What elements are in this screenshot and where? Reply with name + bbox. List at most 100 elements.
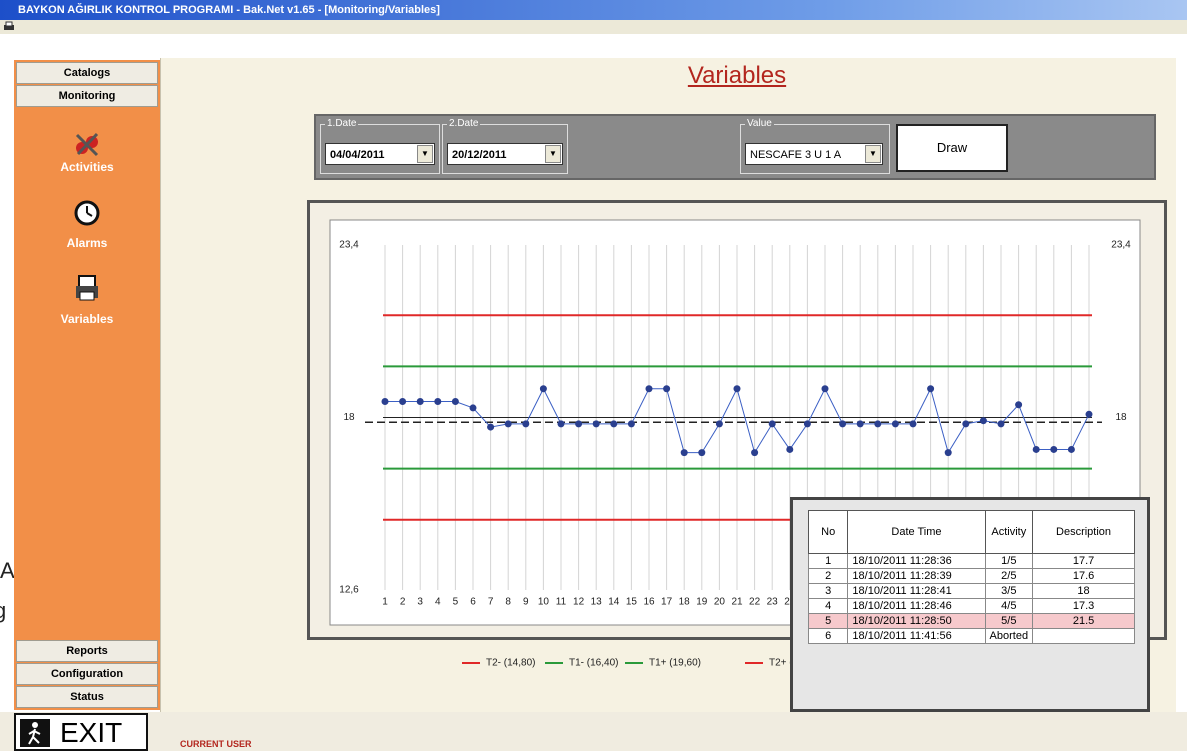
x-tick-label: 1	[382, 597, 388, 608]
column-header: Date Time	[847, 510, 986, 554]
date1-combo[interactable]: 04/04/2011 ▼	[325, 143, 435, 165]
y-tick-label: 23,4	[339, 240, 359, 251]
data-point	[487, 423, 495, 431]
column-header: Activity	[984, 510, 1034, 554]
nav-button[interactable]: Monitoring	[16, 85, 158, 107]
x-tick-label: 21	[731, 597, 743, 608]
data-point	[768, 420, 776, 428]
legend-label: T1+ (19,60)	[649, 658, 701, 669]
table-cell	[1032, 628, 1135, 644]
exit-label: EXIT	[60, 717, 123, 748]
x-tick-label: 4	[435, 597, 441, 608]
data-point	[434, 398, 442, 406]
window-title: BAYKON AĞIRLIK KONTROL PROGRAMI - Bak.Ne…	[0, 0, 1187, 20]
x-tick-label: 8	[505, 597, 511, 608]
x-tick-label: 2	[400, 597, 406, 608]
date2-combo[interactable]: 20/12/2011 ▼	[447, 143, 563, 165]
x-tick-label: 15	[626, 597, 638, 608]
data-point	[786, 445, 794, 453]
table-row: 3 18/10/2011 11:28:41 3/5 18	[807, 583, 1135, 599]
nav-item[interactable]: Variables	[60, 312, 114, 326]
date2-group: 2.Date 20/12/2011 ▼	[442, 118, 568, 174]
data-point	[803, 420, 811, 428]
combo-value: 04/04/2011	[330, 149, 385, 161]
current-user-label: CURRENT USER	[180, 739, 252, 749]
table-row: 5 18/10/2011 11:28:50 5/5 21.5	[807, 613, 1135, 629]
table-cell: Aborted	[984, 628, 1034, 644]
table-cell: 18/10/2011 11:28:36	[847, 553, 986, 569]
draw-button[interactable]: Draw	[896, 124, 1008, 172]
combo-arrow[interactable]: ▼	[865, 145, 881, 163]
table-cell: 5/5	[984, 613, 1034, 629]
table-cell: 18/10/2011 11:28:46	[847, 598, 986, 614]
table-cell: 4	[807, 598, 849, 614]
data-point	[399, 398, 407, 406]
x-tick-label: 10	[538, 597, 550, 608]
data-point	[821, 385, 829, 393]
data-point	[680, 449, 688, 457]
combo-value: 20/12/2011	[452, 149, 507, 161]
date1-group: 1.Date 04/04/2011 ▼	[320, 118, 440, 174]
combo-arrow[interactable]: ▼	[417, 145, 433, 163]
table-cell: 2/5	[984, 568, 1034, 584]
data-point	[663, 385, 671, 393]
table-cell: 17.7	[1032, 553, 1135, 569]
table-cell: 21.5	[1032, 613, 1135, 629]
data-point	[839, 420, 847, 428]
data-point	[416, 398, 424, 406]
data-point	[522, 420, 530, 428]
table-cell: 17.3	[1032, 598, 1135, 614]
exit-button[interactable]: EXIT	[14, 713, 148, 751]
x-tick-label: 7	[488, 597, 494, 608]
x-tick-label: 6	[470, 597, 476, 608]
x-tick-label: 13	[591, 597, 603, 608]
data-point	[645, 385, 653, 393]
x-tick-label: 23	[767, 597, 779, 608]
activities-icon	[75, 132, 99, 157]
table-row: 1 18/10/2011 11:28:36 1/5 17.7	[807, 553, 1135, 569]
nav-button[interactable]: Reports	[16, 640, 158, 662]
x-tick-label: 17	[661, 597, 673, 608]
table-row: 6 18/10/2011 11:41:56 Aborted	[807, 628, 1135, 644]
x-tick-label: 20	[714, 597, 726, 608]
data-point	[469, 404, 477, 412]
data-point	[451, 398, 459, 406]
data-point	[1015, 401, 1023, 409]
combo-value: NESCAFE 3 U 1 A	[750, 149, 842, 161]
data-point	[997, 420, 1005, 428]
data-point	[733, 385, 741, 393]
nav-button[interactable]: Catalogs	[16, 62, 158, 84]
nav-button[interactable]: Status	[16, 686, 158, 708]
data-point	[1067, 445, 1075, 453]
x-tick-label: 3	[417, 597, 423, 608]
column-header: No	[807, 510, 849, 554]
x-tick-label: 5	[453, 597, 459, 608]
data-point	[698, 449, 706, 457]
data-point	[1032, 445, 1040, 453]
x-tick-label: 18	[679, 597, 691, 608]
field-label: Value	[745, 118, 774, 129]
sidebar: Catalogs Monitoring Activities Alarms Va…	[14, 60, 160, 710]
data-point	[504, 420, 512, 428]
y2-tick-label: 23,4	[1111, 240, 1131, 251]
nav-item[interactable]: Activities	[60, 160, 114, 174]
filter-panel: 1.Date 04/04/2011 ▼ 2.Date 20/12/2011 ▼ Va…	[314, 114, 1156, 180]
variables-icon	[76, 275, 98, 301]
field-label: 1.Date	[325, 118, 359, 129]
table-cell: 18/10/2011 11:28:50	[847, 613, 986, 629]
value-combo[interactable]: NESCAFE 3 U 1 A ▼	[745, 143, 883, 165]
data-point	[962, 420, 970, 428]
combo-arrow[interactable]: ▼	[545, 145, 561, 163]
activity-table: No Date Time Activity Description 1 18/10/20…	[807, 510, 1135, 644]
x-tick-label: 9	[523, 597, 529, 608]
data-point	[1085, 410, 1093, 418]
data-point	[381, 398, 389, 406]
data-point	[592, 420, 600, 428]
x-tick-label: 19	[696, 597, 708, 608]
nav-button[interactable]: Configuration	[16, 663, 158, 685]
table-cell: 1	[807, 553, 849, 569]
stray-text: A	[0, 558, 15, 583]
nav-item[interactable]: Alarms	[66, 236, 108, 250]
data-point	[979, 417, 987, 425]
